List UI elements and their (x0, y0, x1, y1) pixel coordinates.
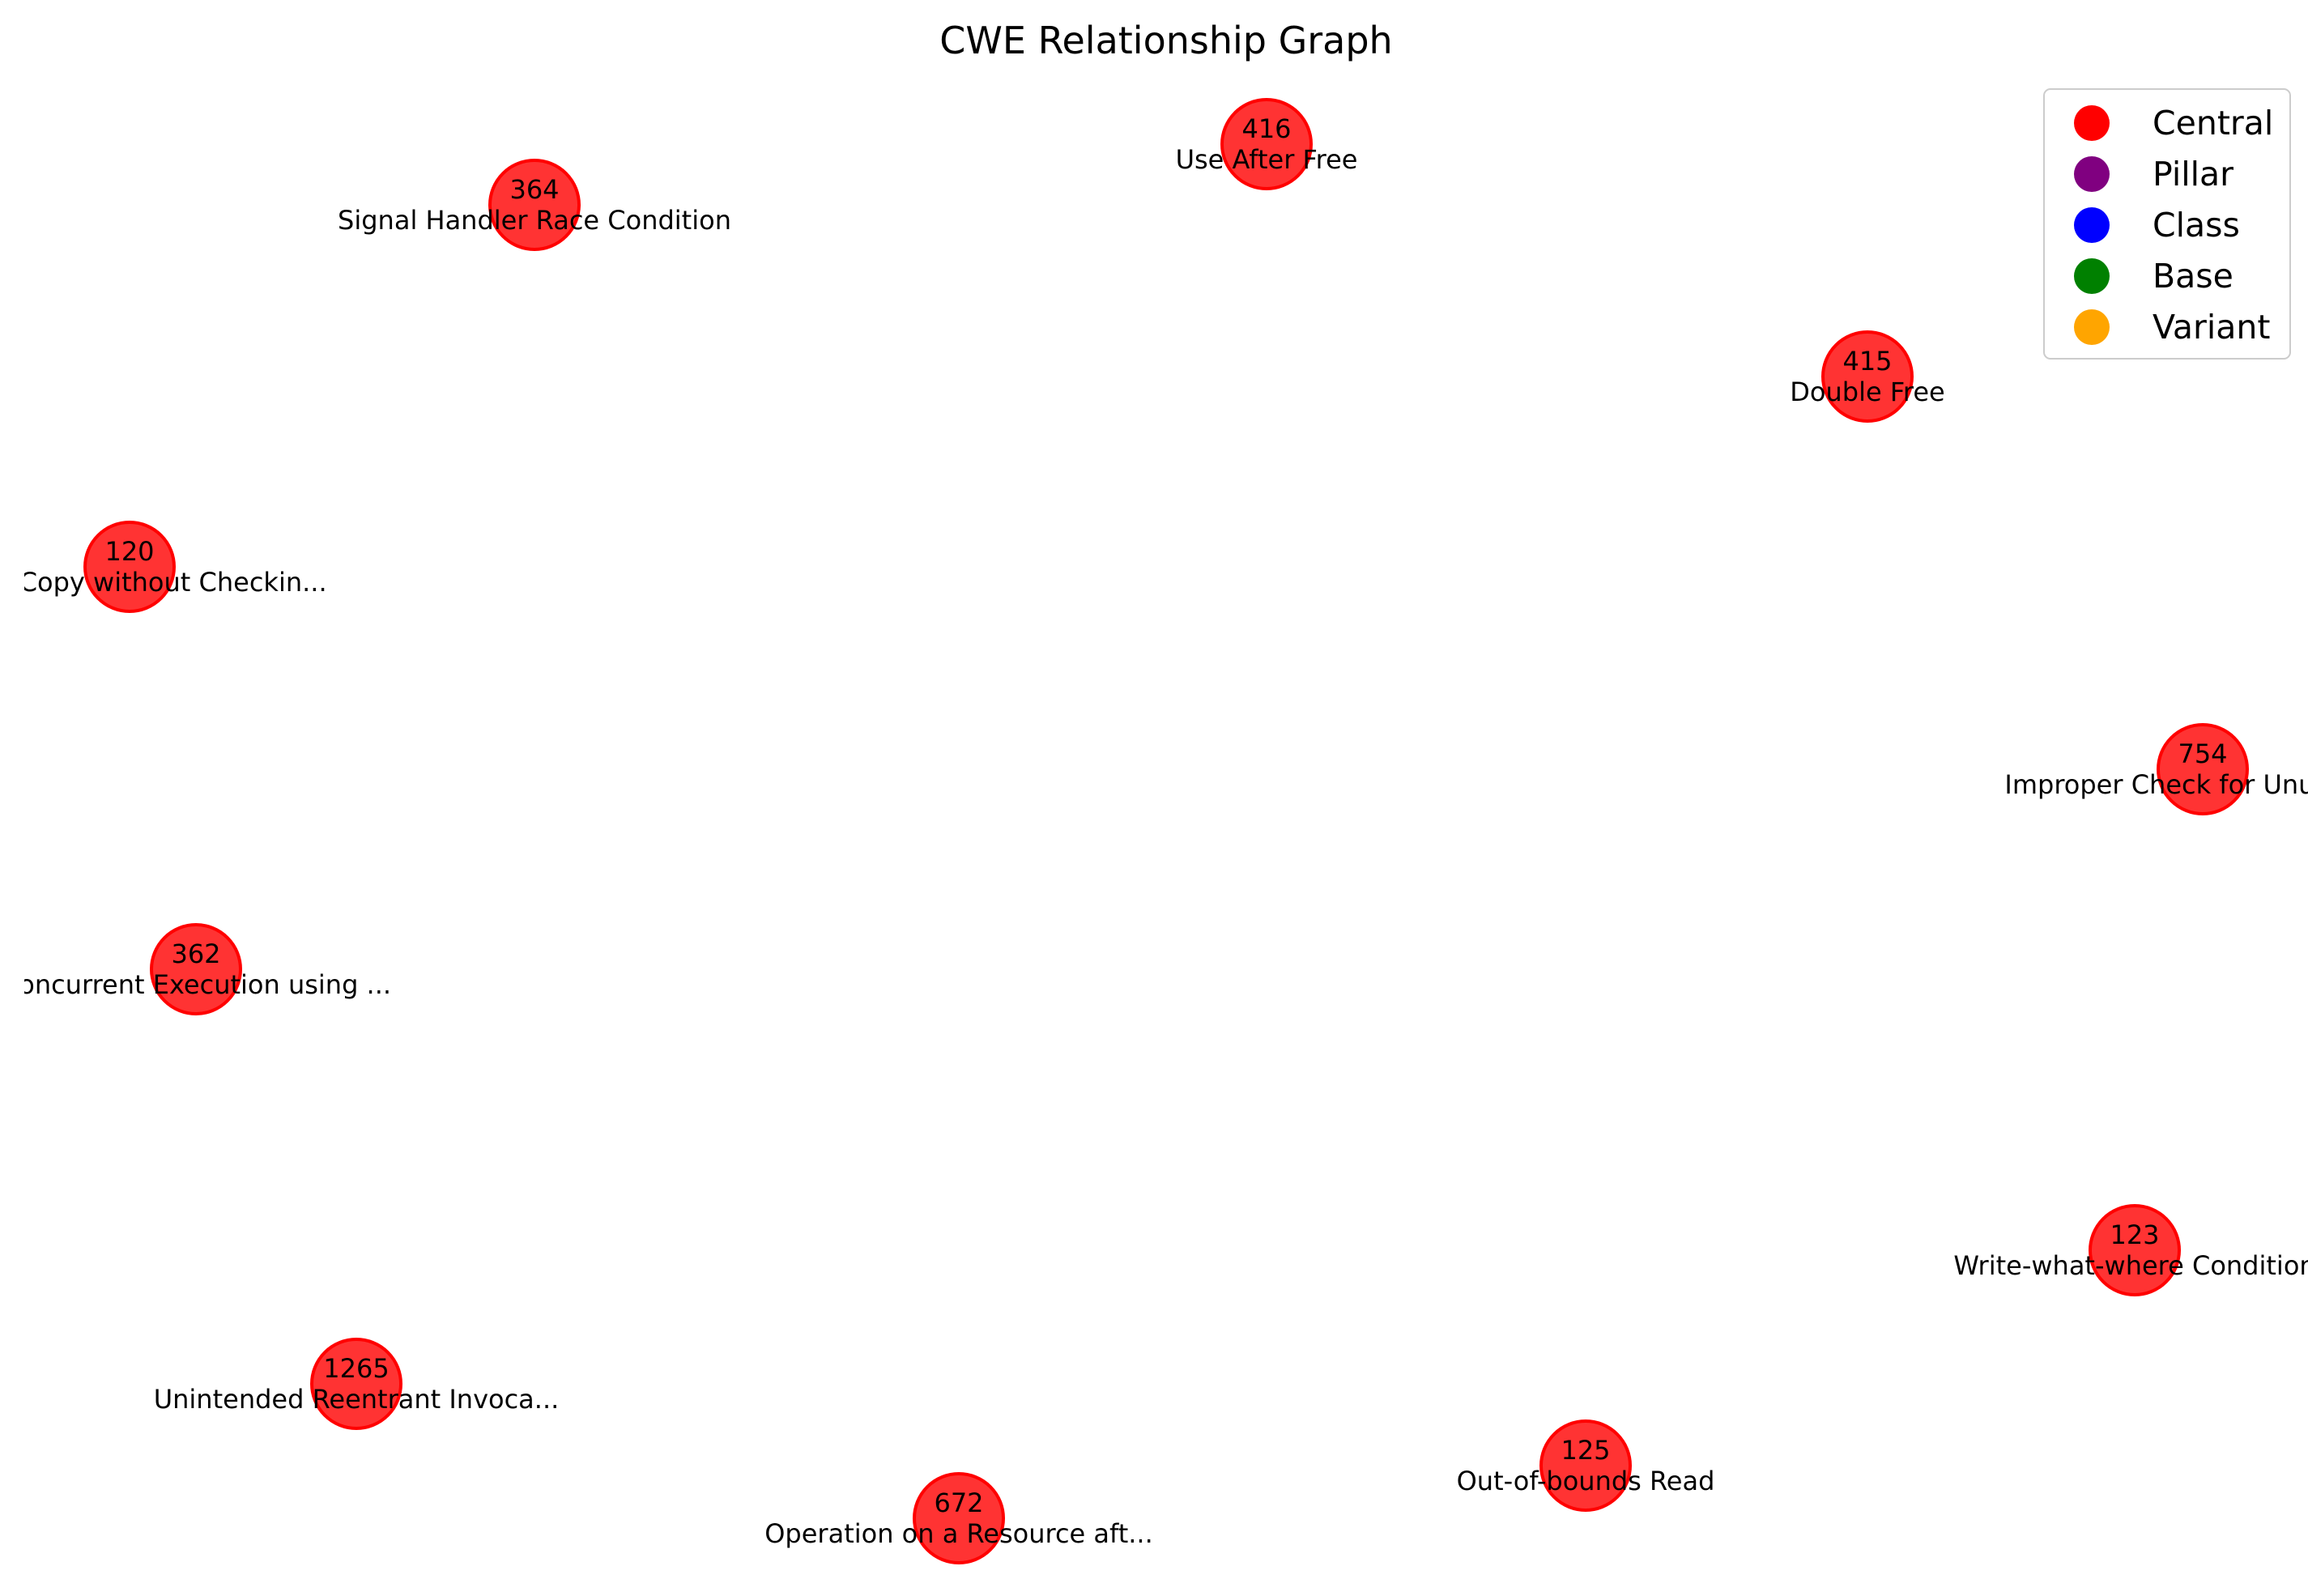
node-circle (2157, 723, 2249, 815)
node-label: Buffer Copy without Checkin... (0, 567, 327, 598)
node-label: Unintended Reentrant Invoca... (154, 1384, 560, 1415)
legend-label: Variant (2153, 308, 2270, 347)
node-circle (2089, 1204, 2181, 1296)
node-id: 754 (2178, 738, 2227, 769)
legend-item-base: Base (2074, 257, 2233, 296)
node-circle (150, 923, 242, 1015)
node-label: Concurrent Execution using ... (1, 969, 391, 1000)
node-label: Double Free (1790, 377, 1944, 407)
node-circle (1220, 98, 1313, 190)
legend-frame (2043, 88, 2291, 360)
legend-marker (2074, 258, 2110, 294)
node-circle (83, 521, 176, 613)
node-120: 120Buffer Copy without Checkin... (0, 521, 327, 613)
legend-item-class: Class (2074, 206, 2240, 245)
legend-label: Pillar (2153, 155, 2233, 194)
node-label: Operation on a Resource aft... (764, 1518, 1153, 1549)
node-label: Use After Free (1176, 144, 1358, 175)
graph-title: CWE Relationship Graph (939, 19, 1392, 62)
legend-marker (2074, 207, 2110, 243)
node-label: Signal Handler Race Condition (338, 205, 731, 236)
node-label: Write-what-where Condition (1953, 1250, 2308, 1281)
node-circle (488, 159, 581, 251)
node-id: 672 (934, 1487, 983, 1518)
node-id: 416 (1241, 113, 1291, 144)
node-id: 1265 (323, 1353, 389, 1384)
node-id: 415 (1842, 346, 1892, 377)
legend-marker (2074, 309, 2110, 345)
node-id: 123 (2110, 1219, 2159, 1250)
legend: Central Pillar Class Base Variant (2043, 88, 2291, 360)
legend-items: Central Pillar Class Base Variant (2074, 104, 2273, 347)
legend-item-pillar: Pillar (2074, 155, 2233, 194)
node-label: Out-of-bounds Read (1457, 1466, 1715, 1496)
legend-label: Base (2153, 257, 2233, 296)
node-id: 364 (509, 174, 559, 205)
legend-item-variant: Variant (2074, 308, 2270, 347)
node-id: 125 (1561, 1435, 1610, 1466)
node-circle (1539, 1419, 1632, 1512)
node-circle (913, 1472, 1005, 1564)
node-id: 120 (104, 536, 154, 567)
legend-marker (2074, 105, 2110, 141)
node-label: Improper Check for Unusual ... (2004, 769, 2308, 800)
legend-label: Class (2153, 206, 2240, 245)
legend-marker (2074, 156, 2110, 192)
legend-item-central: Central (2074, 104, 2273, 143)
node-circle (1821, 330, 1914, 423)
node-circle (310, 1338, 402, 1430)
legend-label: Central (2153, 104, 2273, 143)
node-id: 362 (171, 938, 220, 969)
